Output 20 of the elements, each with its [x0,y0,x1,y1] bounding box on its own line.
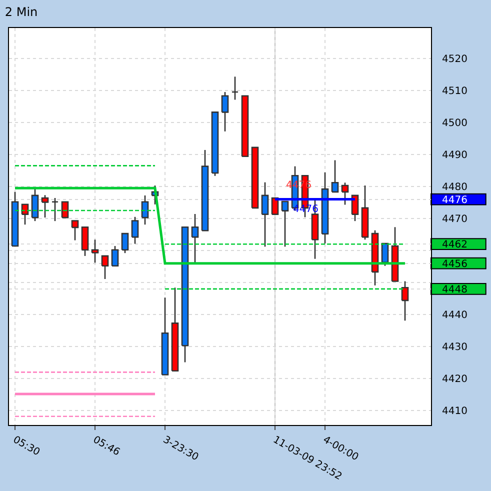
y-tick-label: 4500 [442,118,468,129]
y-tick-label: 4462 [442,240,468,251]
y-tick-label: 4448 [442,284,468,296]
y-tick-label: 4470 [442,214,468,225]
y-tick-label: 4480 [442,182,468,193]
y-tick-label: 4456 [442,258,468,270]
y-tick-label: 4510 [442,86,468,97]
y-tick-label: 4440 [442,310,468,322]
annotation: 4476 [286,180,312,191]
y-tick-label: 4410 [442,406,468,418]
y-tick-label: 4420 [442,374,468,386]
candlestick [51,197,59,222]
candlestick [271,197,279,215]
y-tick-label: 4490 [442,150,468,161]
y-tick-label: 4476 [442,194,468,206]
candlestick [231,76,239,100]
candlestick [61,201,69,218]
y-tick-label: 4520 [442,54,468,65]
y-tick-label: 4430 [442,342,468,354]
chart-title: 2 Min [4,4,38,19]
